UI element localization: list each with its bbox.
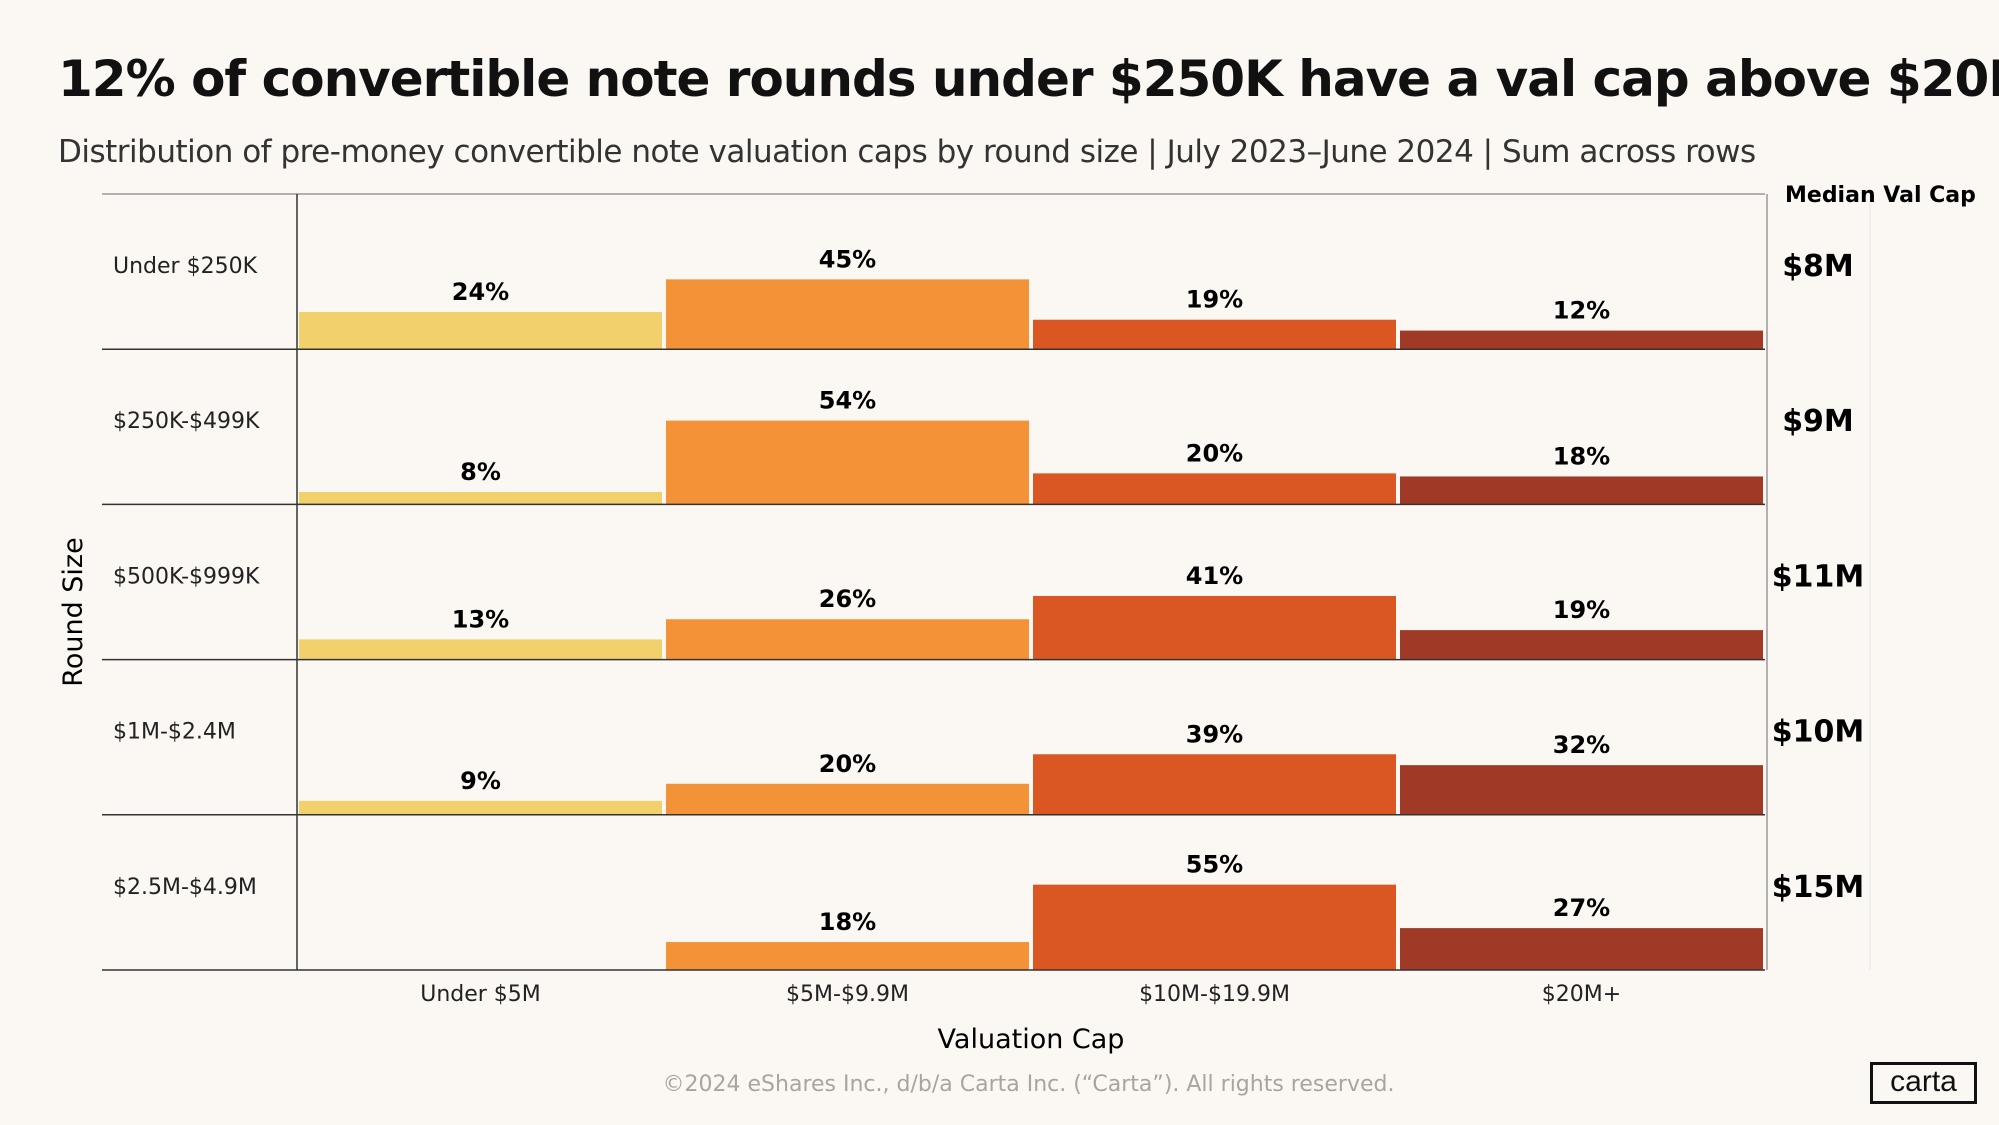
- copyright-footer: ©2024 eShares Inc., d/b/a Carta Inc. (“C…: [662, 1072, 1395, 1097]
- median-value: $9M: [1782, 404, 1854, 439]
- chart-title: 12% of convertible note rounds under $25…: [58, 50, 1999, 108]
- data-label: 8%: [460, 458, 501, 486]
- data-label: 12%: [1553, 297, 1610, 325]
- data-label: 39%: [1186, 720, 1243, 748]
- chart-subtitle: Distribution of pre-money convertible no…: [58, 134, 1756, 170]
- carta-logo: carta: [1870, 1062, 1977, 1104]
- data-label: 20%: [1186, 439, 1243, 467]
- bar: [1033, 319, 1396, 350]
- data-label: 20%: [819, 750, 876, 778]
- bar: [1400, 476, 1763, 505]
- data-label: 13%: [452, 605, 509, 633]
- data-label: 24%: [452, 278, 509, 306]
- bar: [1033, 754, 1396, 815]
- x-tick-label: $10M-$19.9M: [1139, 982, 1290, 1007]
- bar: [666, 783, 1029, 815]
- bar: [666, 420, 1029, 505]
- median-value: $11M: [1772, 559, 1864, 594]
- data-label: 18%: [819, 908, 876, 936]
- bar: [1033, 884, 1396, 970]
- data-label: 32%: [1553, 731, 1610, 759]
- bar: [299, 491, 662, 505]
- median-value: $8M: [1782, 249, 1854, 284]
- bar: [1400, 630, 1763, 660]
- x-tick-label: $5M-$9.9M: [786, 982, 909, 1007]
- bar: [1400, 330, 1763, 350]
- median-value: $10M: [1772, 715, 1864, 750]
- data-label: 54%: [819, 387, 876, 415]
- data-label: 55%: [1186, 851, 1243, 879]
- row-label: $500K-$999K: [113, 564, 260, 589]
- bar: [666, 619, 1029, 660]
- data-label: 41%: [1186, 562, 1243, 590]
- data-label: 18%: [1553, 442, 1610, 470]
- median-header: Median Val Cap: [1785, 183, 1976, 208]
- data-label: 27%: [1553, 894, 1610, 922]
- bar: [299, 311, 662, 350]
- bar: [299, 639, 662, 660]
- data-label: 26%: [819, 585, 876, 613]
- data-label: 19%: [1553, 596, 1610, 624]
- row-label: Under $250K: [113, 254, 258, 279]
- bar: [1033, 595, 1396, 660]
- data-label: 45%: [819, 245, 876, 273]
- bar: [666, 279, 1029, 350]
- x-axis-title: Valuation Cap: [938, 1024, 1125, 1055]
- y-axis-title: Round Size: [58, 537, 89, 686]
- row-label: $1M-$2.4M: [113, 720, 236, 745]
- bar: [1400, 928, 1763, 970]
- bar: [1033, 473, 1396, 505]
- bar: [299, 800, 662, 815]
- row-label: $250K-$499K: [113, 409, 260, 434]
- x-tick-label: Under $5M: [420, 982, 541, 1007]
- row-label: $2.5M-$4.9M: [113, 875, 257, 900]
- x-tick-label: $20M+: [1542, 982, 1621, 1007]
- data-label: 19%: [1186, 286, 1243, 314]
- bar: [1400, 765, 1763, 815]
- median-value: $15M: [1772, 870, 1864, 905]
- bar: [666, 942, 1029, 970]
- data-label: 9%: [460, 767, 501, 795]
